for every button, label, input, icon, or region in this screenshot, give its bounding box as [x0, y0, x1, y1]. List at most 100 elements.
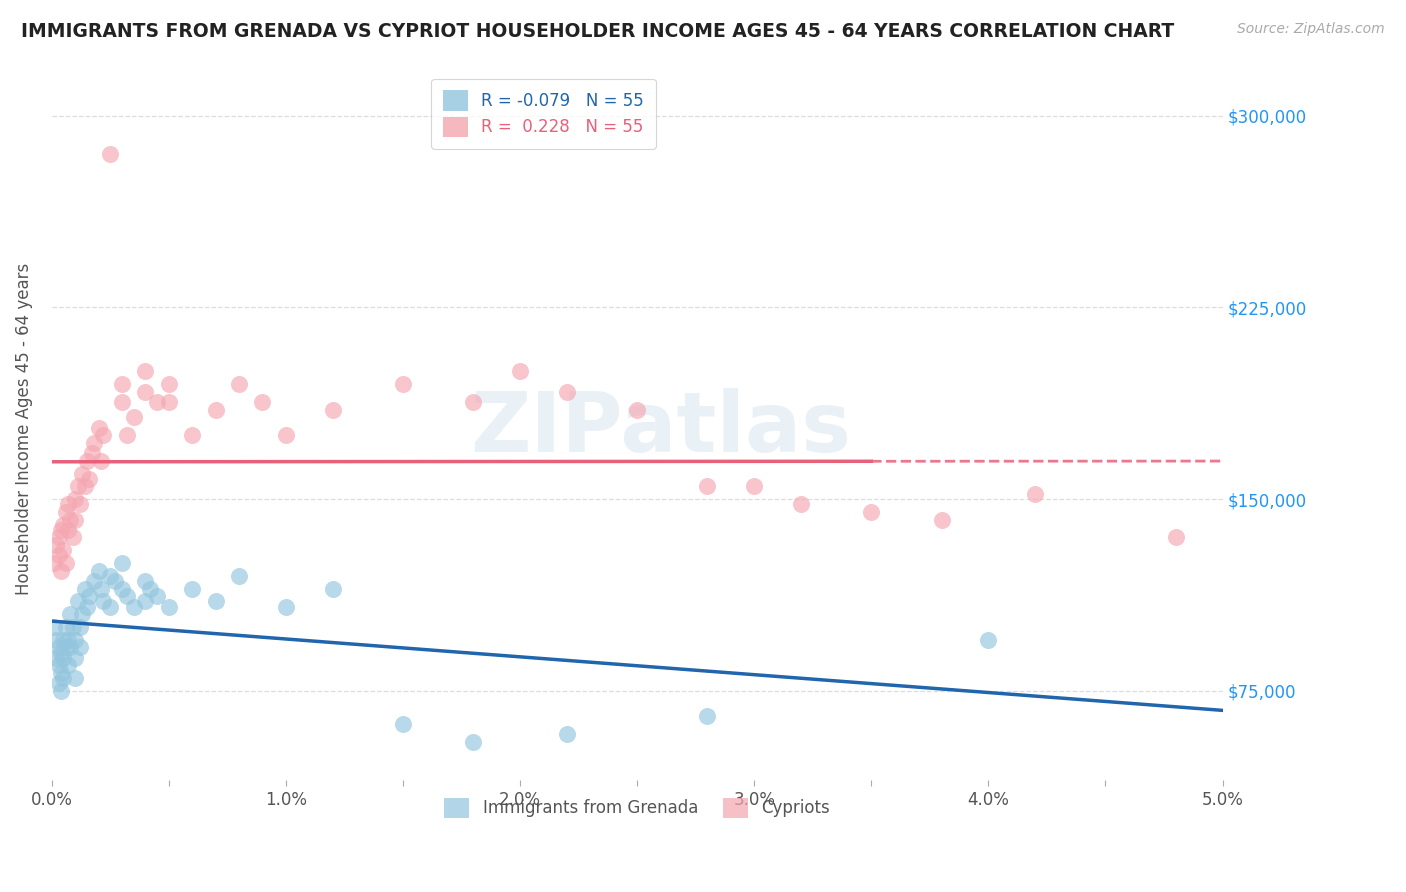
Point — [115, 428, 138, 442]
Point — [49, 683, 72, 698]
Point — [77, 589, 100, 603]
Point — [90, 454, 112, 468]
Point — [77, 472, 100, 486]
Point — [134, 574, 156, 588]
Point — [134, 364, 156, 378]
Point — [91, 594, 114, 608]
Point — [98, 569, 121, 583]
Point — [790, 497, 813, 511]
Point — [55, 505, 77, 519]
Point — [63, 650, 86, 665]
Point — [322, 582, 344, 596]
Point — [90, 582, 112, 596]
Point — [509, 364, 531, 378]
Point — [122, 410, 145, 425]
Point — [62, 620, 84, 634]
Point — [49, 646, 72, 660]
Point — [59, 607, 82, 622]
Point — [555, 384, 578, 399]
Point — [626, 402, 648, 417]
Point — [62, 531, 84, 545]
Point — [463, 735, 485, 749]
Point — [98, 599, 121, 614]
Point — [157, 377, 180, 392]
Point — [48, 549, 70, 563]
Point — [56, 632, 79, 647]
Point — [63, 492, 86, 507]
Point — [87, 420, 110, 434]
Point — [115, 589, 138, 603]
Point — [45, 632, 67, 647]
Point — [80, 446, 103, 460]
Point — [274, 599, 297, 614]
Point — [146, 395, 169, 409]
Point — [66, 479, 89, 493]
Point — [48, 640, 70, 655]
Point — [59, 513, 82, 527]
Point — [55, 640, 77, 655]
Point — [157, 599, 180, 614]
Point — [56, 658, 79, 673]
Point — [204, 402, 226, 417]
Point — [181, 582, 204, 596]
Point — [931, 513, 953, 527]
Point — [322, 402, 344, 417]
Point — [98, 147, 121, 161]
Point — [45, 650, 67, 665]
Point — [91, 428, 114, 442]
Point — [55, 556, 77, 570]
Point — [69, 640, 91, 655]
Point — [52, 517, 75, 532]
Text: Source: ZipAtlas.com: Source: ZipAtlas.com — [1237, 22, 1385, 37]
Point — [111, 556, 134, 570]
Point — [69, 497, 91, 511]
Point — [122, 599, 145, 614]
Point — [392, 717, 415, 731]
Point — [76, 454, 98, 468]
Legend: Immigrants from Grenada, Cypriots: Immigrants from Grenada, Cypriots — [437, 791, 837, 825]
Point — [42, 556, 65, 570]
Point — [49, 523, 72, 537]
Point — [55, 620, 77, 634]
Point — [157, 395, 180, 409]
Point — [48, 658, 70, 673]
Point — [139, 582, 162, 596]
Point — [111, 395, 134, 409]
Point — [1024, 487, 1046, 501]
Point — [52, 671, 75, 685]
Point — [69, 620, 91, 634]
Point — [204, 594, 226, 608]
Text: IMMIGRANTS FROM GRENADA VS CYPRIOT HOUSEHOLDER INCOME AGES 45 - 64 YEARS CORRELA: IMMIGRANTS FROM GRENADA VS CYPRIOT HOUSE… — [21, 22, 1174, 41]
Point — [70, 607, 93, 622]
Point — [83, 436, 105, 450]
Point — [111, 582, 134, 596]
Point — [146, 589, 169, 603]
Point — [104, 574, 127, 588]
Point — [696, 479, 718, 493]
Point — [52, 650, 75, 665]
Point — [83, 574, 105, 588]
Point — [977, 632, 1000, 647]
Point — [63, 632, 86, 647]
Point — [42, 620, 65, 634]
Point — [181, 428, 204, 442]
Point — [52, 632, 75, 647]
Point — [252, 395, 274, 409]
Point — [87, 564, 110, 578]
Point — [228, 377, 250, 392]
Point — [56, 523, 79, 537]
Point — [860, 505, 883, 519]
Point — [696, 709, 718, 723]
Point — [742, 479, 765, 493]
Point — [49, 665, 72, 680]
Point — [56, 497, 79, 511]
Point — [555, 727, 578, 741]
Point — [49, 564, 72, 578]
Point — [70, 467, 93, 481]
Point — [48, 676, 70, 690]
Point — [76, 599, 98, 614]
Point — [274, 428, 297, 442]
Point — [48, 531, 70, 545]
Y-axis label: Householder Income Ages 45 - 64 years: Householder Income Ages 45 - 64 years — [15, 263, 32, 595]
Point — [463, 395, 485, 409]
